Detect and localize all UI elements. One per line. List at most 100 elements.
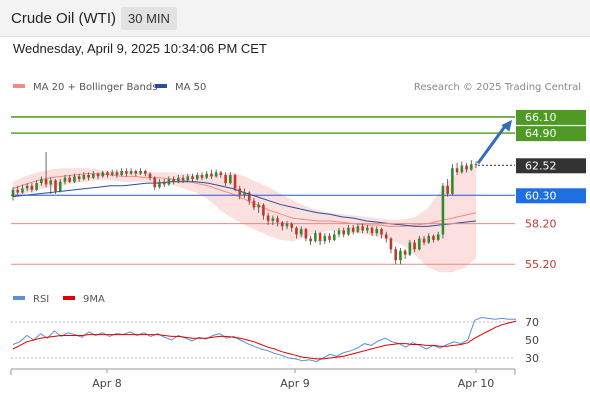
candle-body-3 (25, 185, 29, 189)
candle-body-92 (446, 185, 449, 194)
candle-body-82 (399, 250, 402, 261)
candle-body-6 (40, 179, 43, 184)
candle-body-80 (389, 238, 393, 250)
candle-body-55 (271, 218, 275, 221)
candle-body-34 (172, 179, 175, 182)
rsi-legend-label-1: 9MA (83, 294, 105, 305)
candle-body-49 (243, 192, 246, 196)
candle-body-20 (106, 172, 109, 176)
candle-body-10 (58, 181, 62, 192)
legend-label-0: MA 20 + Bollinger Bands (33, 82, 157, 93)
rsi-legend-label-0: RSI (33, 294, 49, 305)
candle-body-74 (361, 226, 364, 231)
level-label-3: 60.30 (525, 189, 557, 202)
level-label-0: 66.10 (525, 111, 557, 124)
candle-body-4 (30, 185, 34, 190)
candle-body-46 (229, 175, 232, 184)
candle-body-2 (21, 188, 24, 193)
candle-body-87 (422, 238, 426, 243)
candle-body-68 (332, 234, 336, 240)
candle-body-44 (219, 172, 223, 176)
level-box-2 (516, 158, 586, 174)
rsi-line (12, 316, 516, 363)
level-box-1 (516, 126, 586, 142)
candle-body-11 (63, 177, 67, 182)
rsi-tick-label-0: 70 (525, 316, 539, 329)
x-tick-label-2: Apr 10 (458, 377, 495, 390)
rsi-legend-swatch-1 (63, 296, 75, 300)
candle-body-39 (195, 175, 199, 180)
rsi-tick-label-2: 30 (525, 352, 539, 365)
candle-body-32 (162, 181, 166, 185)
candle-body-14 (77, 176, 81, 180)
rsi-9ma-line (12, 320, 517, 360)
candle-body-67 (328, 235, 331, 240)
candle-body-65 (318, 233, 322, 242)
candle-body-73 (356, 226, 360, 232)
candle-body-45 (224, 175, 227, 184)
candle-body-18 (96, 173, 100, 177)
candle-body-57 (280, 222, 284, 227)
candle-body-48 (238, 188, 242, 196)
candle-body-22 (115, 172, 119, 176)
candle-body-25 (129, 170, 133, 174)
candle-body-66 (323, 235, 327, 242)
candle-body-21 (110, 172, 114, 176)
candle-body-43 (214, 172, 218, 177)
candle-body-17 (92, 173, 95, 178)
candle-body-12 (68, 177, 71, 182)
candle-body-47 (233, 175, 237, 189)
chart-header: Crude Oil (WTI) 30 MIN (0, 0, 590, 37)
candle-body-70 (342, 230, 346, 235)
candle-body-40 (200, 175, 204, 178)
candle-body-78 (380, 229, 383, 235)
candle-body-31 (158, 181, 161, 188)
candle-body-88 (427, 235, 431, 243)
level-label-4: 58.20 (525, 218, 557, 231)
candle-body-98 (474, 164, 478, 166)
candle-body-81 (394, 249, 397, 261)
candle-body-69 (337, 230, 341, 235)
candle-body-79 (384, 234, 388, 239)
candle-body-1 (16, 189, 20, 193)
candle-body-96 (465, 165, 468, 170)
candle-body-84 (408, 242, 412, 255)
candle-body-61 (299, 229, 303, 235)
candle-body-8 (49, 180, 53, 185)
level-box-0 (516, 109, 586, 125)
candle-body-36 (181, 177, 185, 181)
ma20-line (12, 173, 477, 227)
candle-body-71 (347, 227, 350, 235)
candle-body-60 (295, 227, 298, 235)
candle-body-94 (455, 168, 459, 173)
candle-body-13 (73, 176, 76, 182)
instrument-title: Crude Oil (WTI) (11, 10, 116, 27)
candle-body-72 (351, 227, 355, 232)
candle-body-16 (87, 175, 90, 178)
candle-body-0 (11, 189, 15, 197)
interval-button[interactable]: 30 MIN (121, 7, 177, 30)
candle-body-59 (290, 223, 294, 228)
candle-body-86 (418, 238, 421, 250)
candle-body-5 (35, 183, 38, 190)
candle-body-38 (191, 176, 194, 180)
rsi-legend-swatch-0 (13, 296, 25, 300)
candle-body-64 (314, 233, 317, 242)
candle-body-23 (120, 170, 123, 176)
candle-body-33 (167, 179, 171, 185)
candle-body-77 (375, 229, 379, 234)
legend-label-1: MA 50 (175, 82, 206, 93)
legend-swatch-1 (155, 84, 167, 88)
rsi-tick-label-1: 50 (525, 334, 539, 347)
candle-body-50 (247, 192, 251, 201)
candle-body-26 (134, 170, 138, 174)
target-arrow-shaft (476, 124, 508, 165)
candle-body-51 (252, 200, 256, 208)
candle-body-83 (403, 250, 407, 255)
candle-body-37 (186, 176, 190, 181)
legend-swatch-0 (13, 84, 25, 88)
candle-body-90 (436, 234, 440, 240)
target-arrow-head (501, 119, 512, 132)
candle-body-29 (148, 173, 152, 178)
